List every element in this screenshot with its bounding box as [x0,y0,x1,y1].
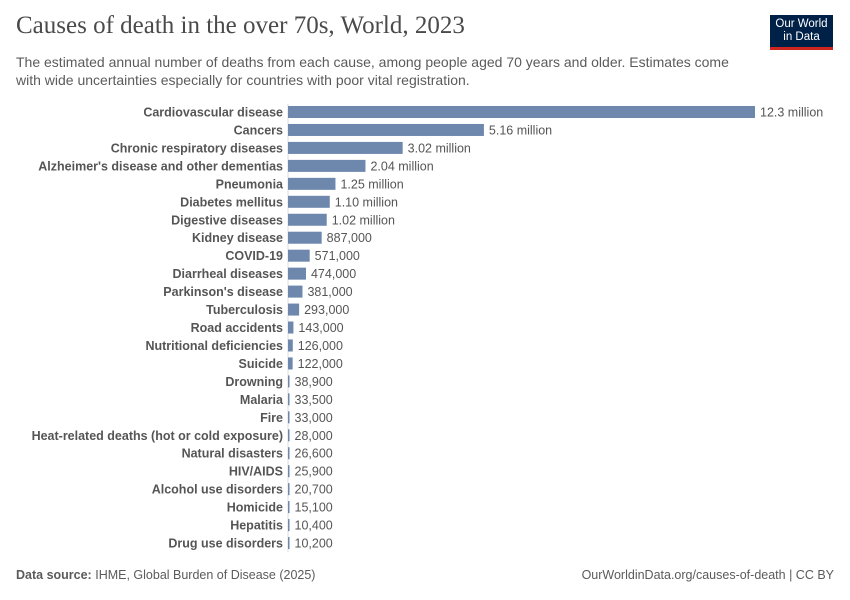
category-label: Cancers [234,123,283,137]
category-label: Road accidents [191,321,283,335]
value-label: 33,500 [295,393,333,407]
category-label: Tuberculosis [206,303,283,317]
bar[interactable] [288,483,290,496]
value-label: 3.02 million [408,141,471,155]
category-label: Diarrheal diseases [173,267,284,281]
category-label: Diabetes mellitus [180,195,283,209]
bar[interactable] [288,465,290,478]
bar[interactable] [288,285,303,298]
category-label: Fire [260,411,283,425]
value-label: 2.04 million [370,159,433,173]
category-label: Chronic respiratory diseases [111,141,283,155]
category-label: Pneumonia [216,177,284,191]
category-label: Kidney disease [192,231,283,245]
value-label: 10,400 [295,519,333,533]
category-label: HIV/AIDS [229,465,283,479]
chart-title: Causes of death in the over 70s, World, … [16,12,465,39]
bar[interactable] [288,177,336,190]
bar[interactable] [288,123,484,136]
bar[interactable] [288,339,293,352]
data-source: Data source: IHME, Global Burden of Dise… [16,568,315,582]
category-label: Nutritional deficiencies [145,339,283,353]
category-label: Alzheimer's disease and other dementias [38,159,283,173]
category-label: Natural disasters [182,447,283,461]
value-label: 293,000 [304,303,349,317]
footer-url[interactable]: OurWorldinData.org/causes-of-death | CC … [581,568,834,582]
value-label: 143,000 [298,321,343,335]
category-label: Heat-related deaths (hot or cold exposur… [32,429,283,443]
value-label: 25,900 [295,465,333,479]
category-label: Drug use disorders [168,537,283,551]
category-label: COVID-19 [225,249,283,263]
bar[interactable] [288,537,290,550]
bar[interactable] [288,519,290,532]
value-label: 1.02 million [332,213,395,227]
bar[interactable] [288,375,290,388]
value-label: 571,000 [315,249,360,263]
value-label: 474,000 [311,267,356,281]
category-label: Suicide [239,357,284,371]
value-label: 38,900 [295,375,333,389]
category-label: Parkinson's disease [163,285,283,299]
category-label: Cardiovascular disease [143,106,283,120]
value-label: 26,600 [295,447,333,461]
category-label: Homicide [227,501,283,515]
bar[interactable] [288,195,330,208]
bar[interactable] [288,249,310,262]
value-label: 887,000 [327,231,372,245]
value-label: 1.25 million [340,177,403,191]
value-label: 33,000 [295,411,333,425]
bar[interactable] [288,429,290,442]
chart-subtitle: The estimated annual number of deaths fr… [16,54,729,88]
bar[interactable] [288,106,755,118]
bar[interactable] [288,357,293,370]
value-label: 1.10 million [335,195,398,209]
bar[interactable] [288,213,327,226]
value-label: 20,700 [295,483,333,497]
bar[interactable] [288,303,300,316]
bar[interactable] [288,267,306,280]
bar[interactable] [288,447,290,460]
value-label: 10,200 [295,537,333,551]
value-label: 28,000 [295,429,333,443]
bar[interactable] [288,231,322,244]
value-label: 12.3 million [760,106,823,120]
value-label: 381,000 [307,285,352,299]
bar[interactable] [288,411,290,424]
value-label: 122,000 [298,357,343,371]
category-label: Alcohol use disorders [152,483,283,497]
value-label: 15,100 [295,501,333,515]
category-label: Hepatitis [230,519,283,533]
owid-logo[interactable]: Our World in Data [770,15,833,50]
value-label: 126,000 [298,339,343,353]
value-label: 5.16 million [489,123,552,137]
bar[interactable] [288,141,403,154]
bar[interactable] [288,159,366,172]
source-label: Data source: [16,568,92,582]
bar[interactable] [288,393,290,406]
bar[interactable] [288,321,294,334]
category-label: Malaria [240,393,284,407]
source-text[interactable]: IHME, Global Burden of Disease (2025) [95,568,316,582]
bar[interactable] [288,501,290,514]
category-label: Drowning [225,375,283,389]
category-label: Digestive diseases [171,213,283,227]
